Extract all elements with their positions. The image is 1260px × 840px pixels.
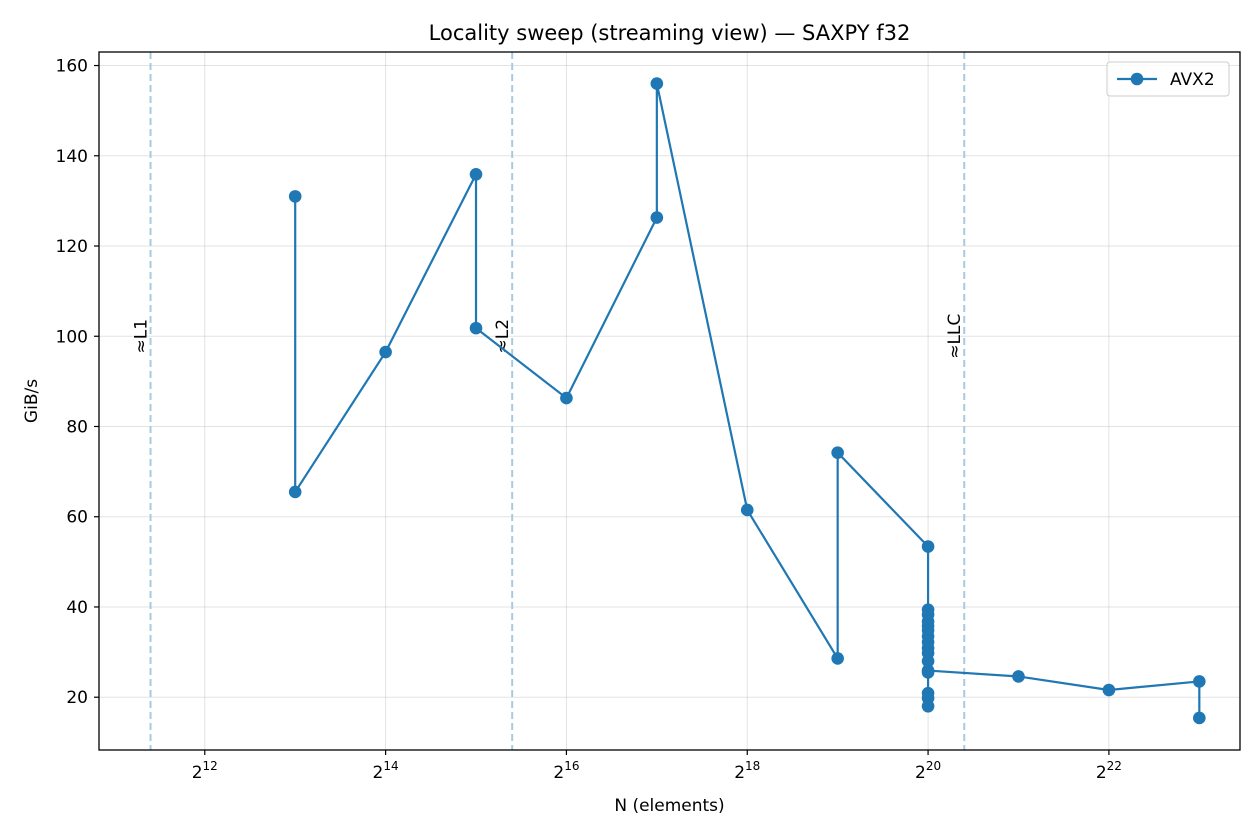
y-tick-label: 160 [56,57,88,77]
y-tick-label: 140 [56,147,88,167]
legend: AVX2 [1106,61,1230,97]
data-point [1193,711,1206,725]
x-tick-label-exponent: 20 [926,759,941,773]
data-point [740,503,754,517]
x-tick-label: 218 [734,759,760,783]
legend-box [1106,61,1230,97]
legend-marker-sample [1130,72,1144,86]
legend-label-avx2: AVX2 [1170,70,1215,90]
data-point [379,345,392,359]
chart-title: Locality sweep (streaming view) — SAXPY … [429,21,911,45]
x-tick-label-exponent: 12 [203,759,218,773]
data-point [288,485,302,499]
x-tick-label-exponent: 18 [745,759,760,773]
data-point [921,540,935,553]
data-point [1102,683,1116,697]
x-tick-label-base: 2 [553,763,564,783]
y-tick-label: 60 [66,508,88,528]
x-tick-label-exponent: 16 [564,759,579,773]
plot-area-frame [98,51,1241,751]
data-point [560,391,573,405]
data-point [650,77,664,90]
data-point [469,167,483,181]
x-tick-label-base: 2 [373,763,384,783]
data-point [921,699,935,713]
data-point [831,652,844,665]
data-point [288,190,302,203]
series-avx2 [288,77,1206,725]
y-tick-label: 40 [66,598,88,618]
y-tick-label: 80 [66,417,88,437]
x-axis-ticks: 212 214 216 218 220 222 [192,750,1122,783]
reference-lines: ≈L1 ≈L2 ≈LLC [132,52,966,750]
x-tick-label: 222 [1096,759,1122,783]
x-tick-label: 214 [373,759,399,783]
data-point [469,321,483,335]
x-tick-label-exponent: 22 [1107,759,1122,773]
x-tick-label-exponent: 14 [383,759,398,773]
y-tick-label: 20 [66,688,88,708]
x-tick-label: 220 [915,759,941,783]
x-tick-label-base: 2 [192,763,203,783]
data-point [1012,670,1025,683]
x-tick-label-base: 2 [1096,763,1107,783]
data-point [1193,675,1206,688]
y-tick-label: 120 [56,237,88,257]
y-axis-ticks: 20 40 60 80 100 120 140 160 [56,57,99,708]
data-point [831,446,844,459]
y-tick-label: 100 [56,327,88,347]
x-axis-label: N (elements) [614,796,724,816]
x-tick-label: 212 [192,759,218,783]
plot-area-background [99,52,1240,750]
x-tick-label-base: 2 [734,763,745,783]
data-point [921,654,935,668]
data-point [650,211,664,224]
reference-line-label: ≈L1 [132,319,152,354]
x-tick-label: 216 [553,759,579,783]
y-axis-label: GiB/s [22,379,42,423]
data-point [921,664,935,677]
reference-line-label: ≈LLC [945,314,965,359]
x-tick-label-base: 2 [915,763,926,783]
